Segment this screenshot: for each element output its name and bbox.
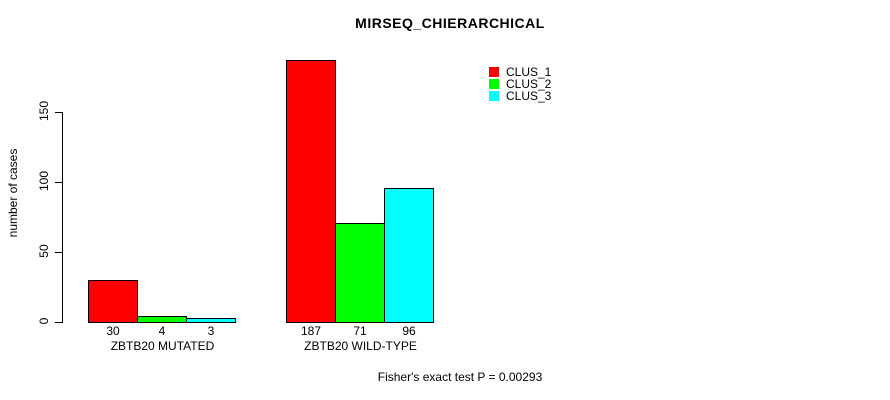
- bar-clus_3: [186, 318, 236, 323]
- legend-label: CLUS_3: [506, 89, 552, 103]
- bar-clus_1: [88, 280, 138, 323]
- y-tick-mark: [55, 112, 62, 113]
- bar-value-label: 71: [353, 324, 367, 338]
- y-tick-mark: [55, 252, 62, 253]
- bar-clus_1: [286, 60, 336, 323]
- bar-value-label: 96: [402, 324, 416, 338]
- legend-swatch-clus_3: [489, 91, 499, 101]
- bar-clus_3: [384, 188, 434, 323]
- legend-item: CLUS_3: [489, 90, 551, 102]
- legend-label: CLUS_1: [506, 65, 552, 79]
- bar-clus_2: [137, 316, 187, 323]
- category-label: ZBTB20 WILD-TYPE: [304, 339, 417, 353]
- y-tick-label: 50: [37, 244, 51, 258]
- annotation-text: Fisher's exact test P = 0.00293: [377, 370, 543, 384]
- y-tick-label: 100: [37, 170, 51, 192]
- chart-title: MIRSEQ_CHIERARCHICAL: [355, 15, 545, 31]
- y-axis-title: number of cases: [6, 148, 20, 238]
- legend-label: CLUS_2: [506, 77, 552, 91]
- category-label: ZBTB20 MUTATED: [110, 339, 215, 353]
- y-axis-line: [62, 112, 63, 323]
- legend-item: CLUS_1: [489, 66, 551, 78]
- y-tick-mark: [55, 322, 62, 323]
- bar-value-label: 187: [300, 324, 322, 338]
- y-tick-label: 150: [37, 100, 51, 122]
- y-tick-label: 0: [37, 317, 51, 325]
- y-tick-mark: [55, 182, 62, 183]
- legend-swatch-clus_2: [489, 79, 499, 89]
- legend-swatch-clus_1: [489, 67, 499, 77]
- legend: CLUS_1 CLUS_2 CLUS_3: [489, 66, 551, 102]
- bar-value-label: 30: [106, 324, 120, 338]
- bar-clus_2: [335, 223, 385, 323]
- legend-item: CLUS_2: [489, 78, 551, 90]
- bar-value-label: 3: [207, 324, 215, 338]
- bar-value-label: 4: [158, 324, 166, 338]
